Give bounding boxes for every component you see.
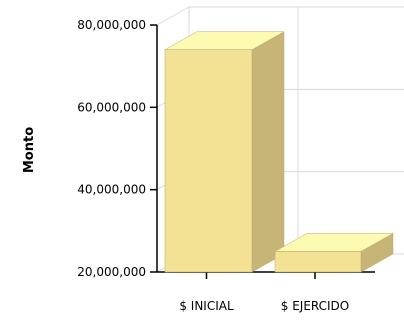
chart-labels: 20,000,000 40,000,000 60,000,000 80,000,000… <box>77 18 349 313</box>
bar-side <box>251 31 285 273</box>
y-tick-label: 20,000,000 <box>77 265 146 279</box>
y-tick-label: 40,000,000 <box>77 183 146 197</box>
bar-front <box>274 251 362 273</box>
y-tick-label: 60,000,000 <box>77 100 146 114</box>
chart-bars <box>164 31 394 273</box>
y-tick-label: 80,000,000 <box>77 18 146 32</box>
x-tick-label: $ INICIAL <box>179 299 234 313</box>
bar <box>164 31 285 273</box>
grid-diagonal <box>156 6 190 26</box>
x-tick-label: $ EJERCIDO <box>281 299 350 313</box>
bar-front <box>164 49 253 273</box>
y-axis-label: Monto <box>22 127 37 173</box>
bar <box>274 232 394 273</box>
